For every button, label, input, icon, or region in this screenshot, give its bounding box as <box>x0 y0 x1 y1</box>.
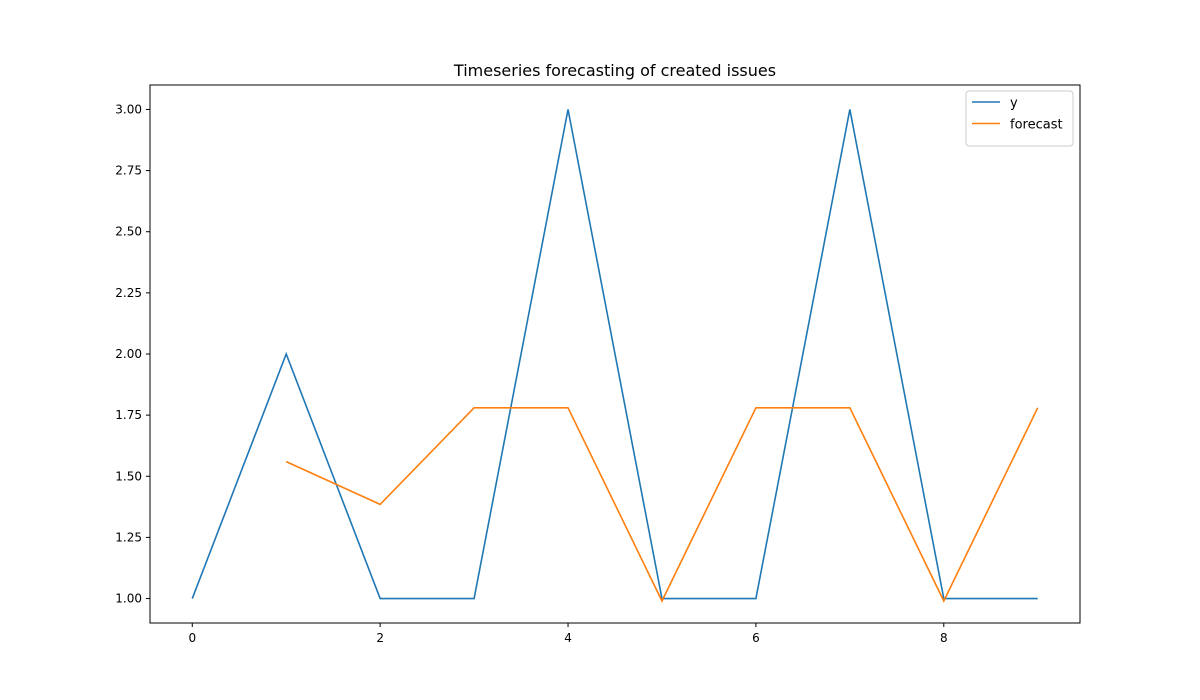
y-tick-label: 3.00 <box>115 102 142 116</box>
y-tick-label: 2.75 <box>115 164 142 178</box>
chart-title: Timeseries forecasting of created issues <box>453 61 776 80</box>
y-axis: 1.00 1.25 1.50 1.75 2.00 2.25 2.50 2.75 3.00 <box>115 102 150 606</box>
y-tick-label: 1.25 <box>115 530 142 544</box>
y-tick-label: 1.50 <box>115 469 142 483</box>
plot-series <box>191 109 1039 603</box>
legend-label-y: y <box>1010 96 1018 111</box>
series-line-y <box>191 109 1038 600</box>
legend: y forecast <box>965 90 1074 147</box>
x-tick-label: 6 <box>752 631 760 645</box>
y-tick-label: 2.00 <box>115 347 142 361</box>
legend-label-forecast: forecast <box>1010 118 1063 133</box>
legend-box <box>965 90 1074 147</box>
y-tick-label: 1.75 <box>115 408 142 422</box>
y-tick-label: 2.25 <box>115 286 142 300</box>
x-tick-label: 8 <box>940 631 948 645</box>
x-tick-label: 0 <box>188 631 196 645</box>
plot-area-frame <box>149 84 1081 624</box>
x-tick-label: 2 <box>376 631 384 645</box>
x-tick-label: 4 <box>564 631 572 645</box>
series-line-forecast <box>285 406 1039 603</box>
y-tick-label: 1.00 <box>115 592 142 606</box>
x-axis: 0 2 4 6 8 <box>188 623 948 645</box>
y-tick-label: 2.50 <box>115 225 142 239</box>
